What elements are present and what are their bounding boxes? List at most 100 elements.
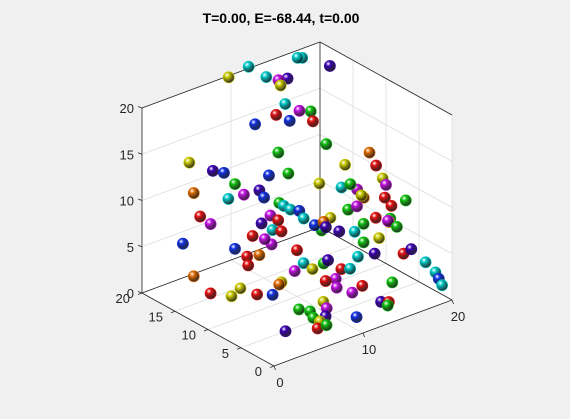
data-point bbox=[270, 109, 283, 121]
data-point bbox=[222, 71, 235, 84]
data-point bbox=[382, 215, 394, 227]
data-point bbox=[346, 286, 359, 299]
data-point bbox=[272, 146, 285, 159]
y-tick-label: 0 bbox=[255, 364, 262, 379]
data-point bbox=[304, 105, 317, 118]
y-tick-label: 5 bbox=[222, 346, 229, 361]
data-point bbox=[251, 288, 263, 301]
data-point bbox=[204, 218, 217, 230]
data-point bbox=[275, 225, 288, 238]
box-edge bbox=[141, 226, 321, 294]
y-tick-mark bbox=[203, 329, 209, 332]
data-point bbox=[356, 279, 369, 292]
data-point bbox=[194, 210, 207, 223]
data-point bbox=[260, 71, 273, 83]
data-point bbox=[229, 178, 241, 190]
z-tick-mark bbox=[137, 198, 143, 201]
data-point bbox=[266, 288, 279, 301]
data-point bbox=[385, 199, 398, 212]
data-point bbox=[279, 325, 292, 338]
grid-line bbox=[207, 263, 387, 330]
y-tick-label: 20 bbox=[116, 291, 130, 306]
data-point bbox=[357, 236, 370, 249]
data-point bbox=[344, 262, 356, 275]
data-point bbox=[348, 225, 361, 238]
grid-line bbox=[141, 87, 321, 155]
z-tick-label: 10 bbox=[120, 194, 134, 209]
data-point bbox=[319, 275, 332, 287]
z-tick-mark bbox=[137, 152, 143, 155]
box-edge bbox=[319, 41, 453, 116]
y-tick-label: 15 bbox=[149, 309, 163, 324]
data-point bbox=[206, 164, 219, 177]
data-point bbox=[386, 276, 399, 289]
x-tick-label: 0 bbox=[276, 375, 283, 390]
data-point bbox=[253, 249, 266, 262]
x-tick-mark bbox=[451, 299, 454, 305]
data-point bbox=[274, 79, 287, 92]
data-point bbox=[293, 303, 305, 316]
data-point bbox=[333, 225, 346, 238]
axis-lines bbox=[137, 41, 454, 371]
data-point bbox=[320, 319, 333, 332]
data-point bbox=[352, 250, 364, 263]
data-point bbox=[279, 98, 292, 110]
data-point bbox=[263, 169, 275, 182]
data-point bbox=[218, 166, 230, 179]
data-point bbox=[399, 194, 412, 207]
data-point bbox=[204, 287, 217, 300]
data-point bbox=[293, 104, 306, 117]
data-point bbox=[237, 188, 250, 201]
z-tick-mark bbox=[137, 244, 143, 248]
grid-line bbox=[141, 180, 321, 248]
y-tick-mark bbox=[269, 365, 275, 368]
data-point bbox=[351, 200, 363, 213]
data-point bbox=[258, 233, 271, 246]
data-point bbox=[380, 178, 392, 191]
data-point bbox=[319, 221, 332, 234]
y-tick-mark bbox=[236, 347, 242, 350]
data-point bbox=[390, 220, 403, 233]
y-tick-mark bbox=[170, 310, 176, 314]
data-point bbox=[357, 217, 370, 230]
data-point bbox=[187, 187, 200, 199]
grid-line bbox=[319, 134, 453, 208]
data-point bbox=[344, 178, 357, 191]
data-point bbox=[381, 299, 394, 312]
data-point bbox=[273, 278, 286, 291]
data-point bbox=[313, 177, 326, 190]
data-point bbox=[291, 244, 303, 257]
chart-title: T=0.00, E=-68.44, t=0.00 bbox=[203, 10, 360, 26]
z-tick-label: 15 bbox=[120, 147, 134, 162]
z-tick-mark bbox=[137, 106, 143, 109]
data-point bbox=[282, 167, 295, 180]
x-tick-label: 10 bbox=[362, 342, 376, 357]
data-point bbox=[363, 146, 376, 159]
data-point bbox=[255, 217, 268, 230]
z-tick-mark bbox=[137, 291, 143, 294]
y-tick-label: 10 bbox=[182, 328, 196, 343]
data-point bbox=[288, 265, 301, 277]
data-point bbox=[249, 118, 261, 131]
data-point bbox=[378, 191, 391, 204]
data-point bbox=[330, 281, 343, 294]
data-point bbox=[225, 290, 238, 303]
data-point bbox=[405, 243, 418, 256]
z-tick-label: 5 bbox=[127, 240, 134, 255]
data-point bbox=[355, 189, 368, 202]
data-point bbox=[297, 212, 310, 225]
data-point bbox=[246, 230, 259, 242]
data-point bbox=[229, 242, 241, 255]
data-points bbox=[176, 51, 448, 338]
data-point bbox=[242, 259, 255, 272]
data-point bbox=[187, 270, 200, 283]
data-point bbox=[322, 254, 334, 267]
data-point bbox=[297, 257, 310, 270]
data-point bbox=[373, 232, 385, 244]
box-edge bbox=[319, 226, 453, 301]
data-point bbox=[339, 158, 351, 171]
data-point bbox=[291, 51, 304, 64]
